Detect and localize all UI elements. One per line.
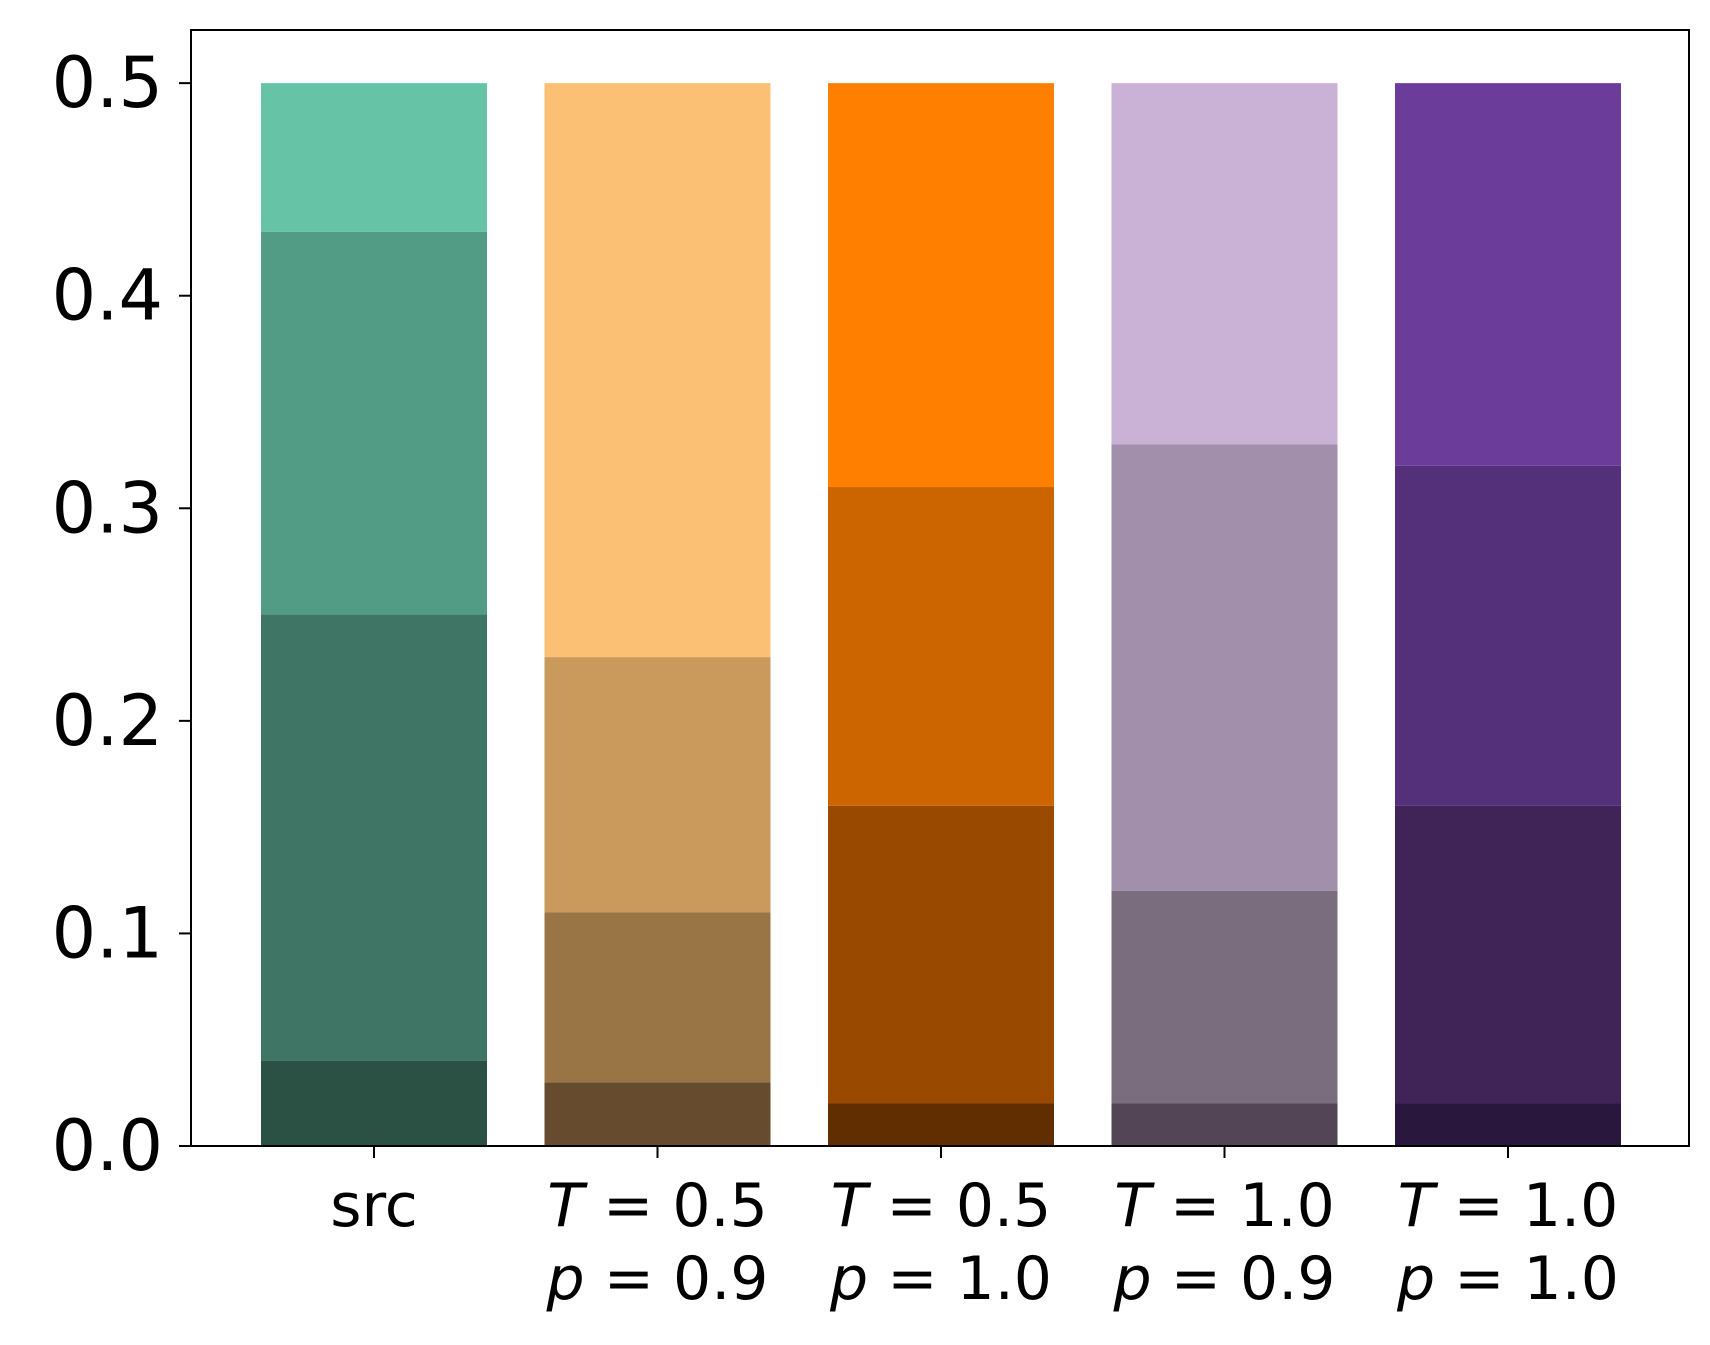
- y-tick-label: 0.5: [52, 42, 163, 124]
- bar-segment-2-0: [828, 1103, 1054, 1146]
- bar-segment-4-1: [1395, 805, 1621, 1104]
- bar-segment-4-2: [1395, 465, 1621, 806]
- bar-segment-1-2: [544, 657, 771, 913]
- bar-segment-0-2: [261, 231, 487, 615]
- y-axis: 0.0 0.1 0.2 0.3 0.4 0.5: [52, 42, 191, 1187]
- x-tick-label: T = 0.5: [831, 1171, 1052, 1241]
- bar-segment-3-1: [1111, 890, 1338, 1104]
- bar-segment-4-0: [1395, 1103, 1621, 1146]
- bar-segment-0-1: [261, 614, 487, 1061]
- x-tick-label: p = 0.9: [546, 1244, 769, 1314]
- x-axis: src T = 0.5p = 0.9T = 0.5p = 1.0T = 1.0p …: [330, 1146, 1619, 1314]
- bar-segment-2-2: [828, 487, 1054, 806]
- bar-segment-3-2: [1111, 444, 1338, 891]
- bar-segment-0-0: [261, 1060, 487, 1146]
- x-tick-label: p = 0.9: [1113, 1244, 1336, 1314]
- y-tick-label: 0.3: [52, 467, 163, 549]
- bar-segment-3-3: [1111, 83, 1338, 445]
- bar-segment-1-1: [544, 912, 771, 1083]
- x-tick-label: src: [330, 1171, 418, 1241]
- bar-segment-1-0: [544, 1082, 771, 1146]
- x-tick-label: T = 1.0: [1114, 1171, 1335, 1241]
- y-tick-label: 0.2: [52, 680, 163, 762]
- y-tick-label: 0.0: [52, 1105, 163, 1187]
- bar-segment-2-3: [828, 83, 1054, 488]
- bar-segment-3-0: [1111, 1103, 1338, 1146]
- x-tick-label: p = 1.0: [829, 1244, 1052, 1314]
- x-tick-label: T = 0.5: [547, 1171, 768, 1241]
- bar-segment-4-3: [1395, 83, 1621, 466]
- y-tick-label: 0.1: [52, 892, 163, 974]
- bar-segment-0-3: [261, 83, 487, 232]
- x-tick-label: T = 1.0: [1398, 1171, 1619, 1241]
- bars-layer: [261, 83, 1621, 1146]
- bar-segment-1-3: [544, 83, 771, 658]
- y-tick-label: 0.4: [52, 255, 163, 337]
- x-tick-label: p = 1.0: [1396, 1244, 1619, 1314]
- bar-segment-2-1: [828, 805, 1054, 1104]
